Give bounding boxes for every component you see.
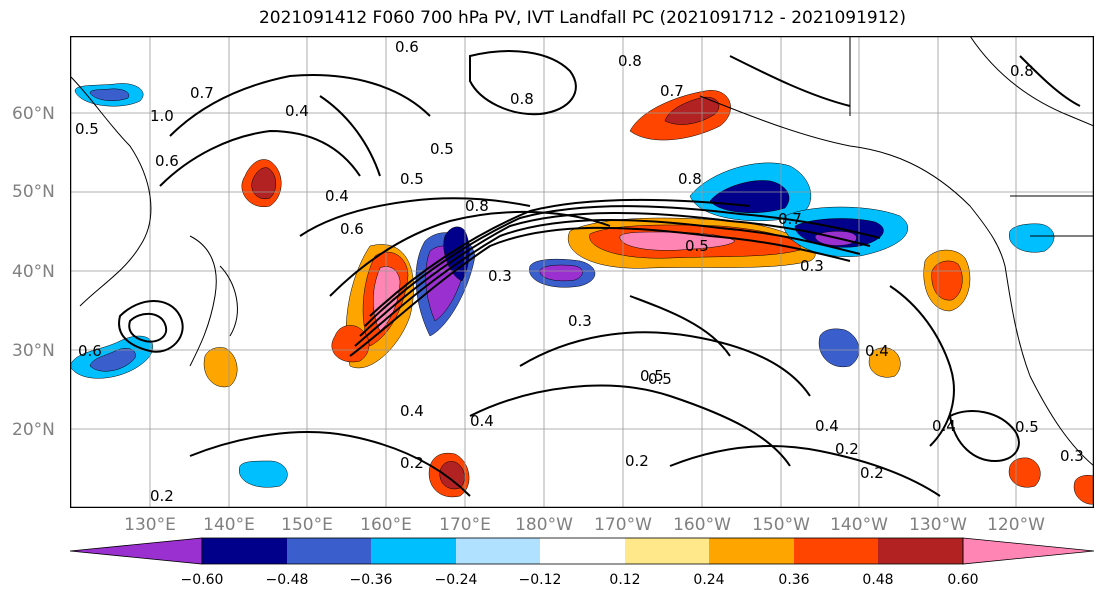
lon-label-160w: 160°W <box>673 515 731 535</box>
contour-label: 0.5 <box>640 367 664 385</box>
lon-label-150w: 150°W <box>752 515 810 535</box>
lon-label-120w: 120°W <box>987 515 1045 535</box>
lon-label-140w: 140°W <box>830 515 888 535</box>
lon-label-170w: 170°W <box>594 515 652 535</box>
contour-label: 0.4 <box>285 102 309 120</box>
contour-label: 0.5 <box>685 237 709 255</box>
contour-label: 0.5 <box>430 140 454 158</box>
lon-label-140e: 140°E <box>203 515 255 535</box>
colorbar-tick: 0.36 <box>778 572 810 588</box>
contour-label: 0.2 <box>835 440 859 458</box>
contour-label: 0.8 <box>465 197 489 215</box>
contour-label: 0.3 <box>568 312 592 330</box>
contour-label: 0.7 <box>778 210 802 228</box>
contour-label: 0.5 <box>648 370 672 388</box>
contour-label: 1.0 <box>150 107 174 125</box>
contour-label: 0.8 <box>510 90 534 108</box>
contour-label: 0.5 <box>400 170 424 188</box>
colorbar-bin <box>371 538 456 564</box>
contour-label: 0.8 <box>618 52 642 70</box>
colorbar-bin <box>878 538 963 564</box>
contour-label: 0.6 <box>395 38 419 56</box>
contour-label: 0.6 <box>78 342 102 360</box>
colorbar-tick: −0.60 <box>180 572 224 588</box>
contour-label: 0.2 <box>860 464 884 482</box>
colorbar-bin <box>202 538 287 564</box>
colorbar-tick: −0.12 <box>518 572 562 588</box>
colorbar-bin <box>287 538 371 564</box>
lon-label-130e: 130°E <box>124 515 176 535</box>
contour-label: 0.4 <box>865 342 889 360</box>
colorbar-tick: 0.48 <box>862 572 894 588</box>
contour-label: 0.4 <box>325 187 349 205</box>
colorbar-tick: 0.60 <box>947 572 979 588</box>
contour-label: 0.4 <box>932 417 956 435</box>
map-title: 2021091412 F060 700 hPa PV, IVT Landfall… <box>258 8 906 28</box>
contour-labels: 0.6 0.8 0.8 0.7 0.4 0.5 0.4 0.5 0.6 0.8 … <box>75 38 1084 505</box>
lat-label-30n: 30°N <box>12 341 55 361</box>
ivt-contours <box>118 50 1081 497</box>
contour-label: 0.6 <box>340 220 364 238</box>
colorbar-bin <box>456 538 540 564</box>
lat-label-60n: 60°N <box>12 104 55 124</box>
colorbar-bin <box>625 538 709 564</box>
contour-label: 0.4 <box>400 402 424 420</box>
lat-label-40n: 40°N <box>12 262 55 282</box>
contour-label: 0.5 <box>1015 418 1039 436</box>
colorbar-min-arrow <box>70 537 203 565</box>
contour-label: 0.2 <box>150 487 174 505</box>
contour-label: 0.6 <box>155 152 179 170</box>
contour-label: 0.8 <box>678 170 702 188</box>
contour-label: 0.4 <box>815 417 839 435</box>
contour-label: 0.3 <box>488 267 512 285</box>
contour-label: 0.8 <box>1010 62 1034 80</box>
colorbar-tick: −0.36 <box>349 572 393 588</box>
contour-label: 0.2 <box>400 454 424 472</box>
lon-label-170e: 170°E <box>439 515 491 535</box>
map-panel: 0.6 0.8 0.8 0.7 0.4 0.5 0.4 0.5 0.6 0.8 … <box>70 36 1094 508</box>
colorbar-tick: 0.24 <box>693 572 725 588</box>
contour-label: 0.3 <box>1060 447 1084 465</box>
colorbar-bin <box>709 538 794 564</box>
contour-label: 0.4 <box>470 412 494 430</box>
lon-label-180w: 180°W <box>515 515 573 535</box>
graticule <box>70 36 1094 508</box>
colorbar-max-arrow <box>962 537 1094 565</box>
lat-label-50n: 50°N <box>12 182 55 202</box>
lon-label-150e: 150°E <box>281 515 333 535</box>
contour-label: 0.2 <box>625 452 649 470</box>
coastlines <box>70 36 1094 467</box>
colorbar-tick: −0.48 <box>265 572 309 588</box>
contour-label: 0.7 <box>190 84 214 102</box>
contour-label: 0.7 <box>660 82 684 100</box>
lon-label-160e: 160°E <box>360 515 412 535</box>
colorbar-bin <box>540 538 625 564</box>
lon-label-130w: 130°W <box>909 515 967 535</box>
colorbar <box>70 537 1094 565</box>
colorbar-bin <box>794 538 878 564</box>
colorbar-tick: 0.12 <box>609 572 641 588</box>
contour-label: 0.5 <box>75 120 99 138</box>
lat-label-20n: 20°N <box>12 420 55 440</box>
contour-label: 0.3 <box>800 257 824 275</box>
colorbar-tick: −0.24 <box>434 572 478 588</box>
